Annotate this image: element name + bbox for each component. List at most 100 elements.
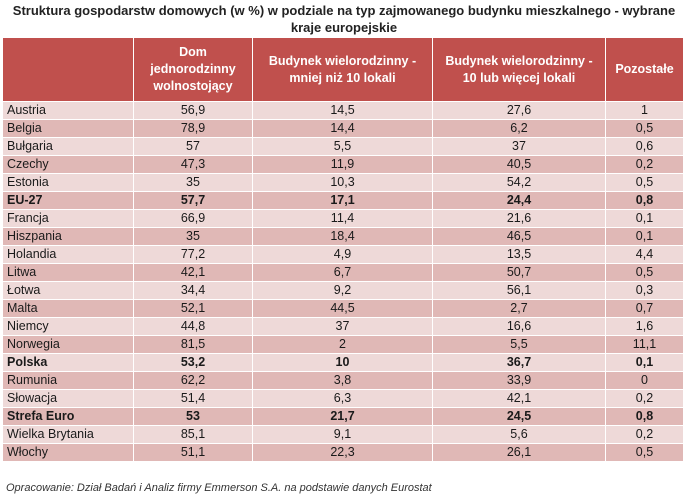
value-cell: 34,4 [133,281,253,300]
value-cell: 37 [432,137,606,156]
value-cell: 51,1 [133,443,253,462]
value-cell: 5,5 [432,335,606,354]
value-cell: 57 [133,137,253,156]
value-cell: 47,3 [133,155,253,174]
value-cell: 21,6 [432,209,606,228]
value-cell: 0,2 [605,389,684,408]
value-cell: 9,1 [252,425,433,444]
value-cell: 4,4 [605,245,684,264]
value-cell: 0,7 [605,299,684,318]
value-cell: 53 [133,407,253,426]
value-cell: 0,3 [605,281,684,300]
table-row: Bułgaria 57 5,5 37 0,6 [2,137,684,156]
value-cell: 11,9 [252,155,433,174]
table-row: Litwa 42,1 6,7 50,7 0,5 [2,263,684,282]
table-row: Belgia 78,9 14,4 6,2 0,5 [2,119,684,138]
value-cell: 81,5 [133,335,253,354]
column-header: Budynek wielorodzinny - mniej niż 10 lok… [252,37,433,102]
table-row: EU-27 57,7 17,1 24,4 0,8 [2,191,684,210]
value-cell: 54,2 [432,173,606,192]
value-cell: 78,9 [133,119,253,138]
value-cell: 21,7 [252,407,433,426]
value-cell: 35 [133,227,253,246]
value-cell: 33,9 [432,371,606,390]
column-header: Pozostałe [605,37,684,102]
value-cell: 16,6 [432,317,606,336]
value-cell: 66,9 [133,209,253,228]
country-cell: Holandia [2,245,134,264]
country-cell: Polska [2,353,134,372]
country-cell: Malta [2,299,134,318]
value-cell: 51,4 [133,389,253,408]
value-cell: 0,8 [605,407,684,426]
country-cell: Rumunia [2,371,134,390]
value-cell: 0,1 [605,227,684,246]
table-row: Estonia 35 10,3 54,2 0,5 [2,173,684,192]
country-cell: Francja [2,209,134,228]
value-cell: 40,5 [432,155,606,174]
value-cell: 46,5 [432,227,606,246]
value-cell: 6,7 [252,263,433,282]
value-cell: 24,5 [432,407,606,426]
value-cell: 0,2 [605,155,684,174]
value-cell: 0,5 [605,119,684,138]
value-cell: 0,5 [605,443,684,462]
table-row: Holandia 77,2 4,9 13,5 4,4 [2,245,684,264]
value-cell: 35 [133,173,253,192]
country-cell: Litwa [2,263,134,282]
value-cell: 5,5 [252,137,433,156]
value-cell: 14,4 [252,119,433,138]
value-cell: 22,3 [252,443,433,462]
value-cell: 42,1 [133,263,253,282]
value-cell: 2 [252,335,433,354]
country-cell: Czechy [2,155,134,174]
table-row: Słowacja 51,4 6,3 42,1 0,2 [2,389,684,408]
table-row: Strefa Euro 53 21,7 24,5 0,8 [2,407,684,426]
value-cell: 9,2 [252,281,433,300]
value-cell: 6,3 [252,389,433,408]
value-cell: 37 [252,317,433,336]
table-body: Austria 56,9 14,5 27,6 1 Belgia 78,9 14,4 6,2 0,5… [2,101,684,462]
value-cell: 5,6 [432,425,606,444]
value-cell: 14,5 [252,101,433,120]
value-cell: 27,6 [432,101,606,120]
country-cell: Bułgaria [2,137,134,156]
value-cell: 57,7 [133,191,253,210]
value-cell: 85,1 [133,425,253,444]
value-cell: 62,2 [133,371,253,390]
table-row: Włochy 51,1 22,3 26,1 0,5 [2,443,684,462]
country-cell: Słowacja [2,389,134,408]
table-row: Wielka Brytania 85,1 9,1 5,6 0,2 [2,425,684,444]
table-row: Rumunia 62,2 3,8 33,9 0 [2,371,684,390]
value-cell: 0,6 [605,137,684,156]
value-cell: 56,9 [133,101,253,120]
country-cell: Łotwa [2,281,134,300]
country-cell: Austria [2,101,134,120]
value-cell: 0,2 [605,425,684,444]
table-row: Niemcy 44,8 37 16,6 1,6 [2,317,684,336]
value-cell: 0,1 [605,353,684,372]
country-cell: Niemcy [2,317,134,336]
value-cell: 11,1 [605,335,684,354]
country-cell: Estonia [2,173,134,192]
value-cell: 4,9 [252,245,433,264]
value-cell: 1 [605,101,684,120]
value-cell: 0,5 [605,173,684,192]
column-header [2,37,134,102]
value-cell: 2,7 [432,299,606,318]
value-cell: 44,5 [252,299,433,318]
table-row: Czechy 47,3 11,9 40,5 0,2 [2,155,684,174]
country-cell: Hiszpania [2,227,134,246]
country-cell: EU-27 [2,191,134,210]
table-row: Polska 53,2 10 36,7 0,1 [2,353,684,372]
table-row: Norwegia 81,5 2 5,5 11,1 [2,335,684,354]
value-cell: 0,8 [605,191,684,210]
table-row: Hiszpania 35 18,4 46,5 0,1 [2,227,684,246]
value-cell: 77,2 [133,245,253,264]
value-cell: 6,2 [432,119,606,138]
table-row: Francja 66,9 11,4 21,6 0,1 [2,209,684,228]
value-cell: 0 [605,371,684,390]
country-cell: Belgia [2,119,134,138]
value-cell: 44,8 [133,317,253,336]
value-cell: 24,4 [432,191,606,210]
